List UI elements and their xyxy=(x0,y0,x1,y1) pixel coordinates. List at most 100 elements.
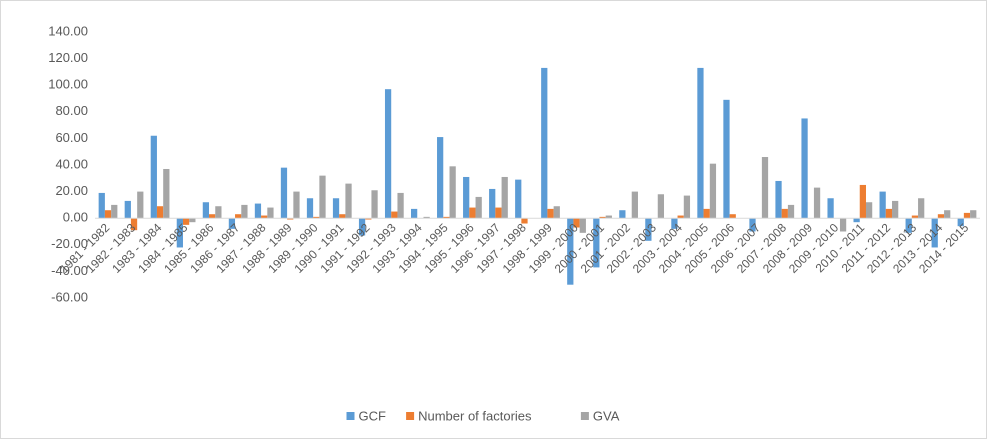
bar xyxy=(885,208,893,219)
bar xyxy=(521,218,528,224)
bar xyxy=(306,198,314,219)
bar xyxy=(729,214,736,219)
bar xyxy=(391,211,398,219)
bar xyxy=(410,208,418,219)
y-tick-label: 0.00 xyxy=(63,210,88,225)
bar xyxy=(957,218,964,227)
bar xyxy=(215,206,222,219)
y-tick-label: 60.00 xyxy=(55,130,88,145)
y-tick-label: 100.00 xyxy=(48,77,88,92)
bar xyxy=(371,190,378,219)
bar xyxy=(703,208,710,219)
bar xyxy=(501,176,508,219)
bar xyxy=(475,196,482,219)
bar xyxy=(235,214,242,219)
bar xyxy=(332,198,340,219)
y-tick-label: 140.00 xyxy=(48,23,88,38)
bar xyxy=(437,137,444,219)
bar xyxy=(775,180,782,219)
bar xyxy=(645,218,652,241)
bar xyxy=(761,157,769,219)
y-tick-label: 40.00 xyxy=(55,156,88,171)
bar xyxy=(228,218,236,229)
bar xyxy=(970,210,977,219)
bar xyxy=(677,215,684,219)
bar xyxy=(469,207,476,219)
bar xyxy=(911,215,919,219)
y-tick-label: -40.00 xyxy=(51,263,88,278)
bar xyxy=(593,218,600,268)
legend-label: GCF xyxy=(359,408,387,423)
bar xyxy=(723,99,730,219)
bar xyxy=(495,207,502,219)
bar xyxy=(931,218,938,248)
bar xyxy=(599,216,606,219)
bar xyxy=(345,183,352,219)
bar xyxy=(365,218,372,220)
y-tick-label: 120.00 xyxy=(48,50,88,65)
bar xyxy=(189,218,196,223)
bar xyxy=(657,194,665,219)
bar xyxy=(443,216,450,219)
bar xyxy=(241,204,248,219)
bar xyxy=(879,191,886,219)
bar xyxy=(892,200,899,219)
bar xyxy=(567,218,574,285)
bar xyxy=(209,214,216,219)
bar xyxy=(963,212,971,219)
legend-swatch xyxy=(406,412,415,420)
bar xyxy=(579,218,586,233)
bar xyxy=(339,214,346,219)
bar xyxy=(541,67,548,219)
bar xyxy=(111,204,118,219)
bar xyxy=(905,218,912,233)
y-tick-label: 80.00 xyxy=(55,103,88,118)
bar xyxy=(163,168,170,219)
bar xyxy=(384,89,392,219)
legend-swatch xyxy=(346,412,355,420)
bar xyxy=(319,175,326,219)
bar xyxy=(423,216,430,219)
bar xyxy=(801,118,808,219)
bar xyxy=(267,207,274,219)
bar xyxy=(573,218,580,228)
bar xyxy=(463,176,470,219)
bar xyxy=(749,218,756,232)
bar xyxy=(605,215,612,219)
bar xyxy=(547,208,554,219)
bar xyxy=(515,179,522,219)
bar xyxy=(937,214,945,219)
bar xyxy=(781,208,788,219)
bar xyxy=(839,218,847,232)
bar xyxy=(104,210,112,219)
bar xyxy=(449,166,456,219)
bar xyxy=(137,191,144,219)
bar xyxy=(859,184,866,219)
bar xyxy=(202,202,210,219)
bar xyxy=(697,67,704,219)
legend-swatch xyxy=(580,412,589,420)
bar xyxy=(944,210,951,219)
bar xyxy=(150,135,157,219)
legend-label: GVA xyxy=(593,408,620,423)
legend-label: Number of factories xyxy=(418,408,532,423)
bar xyxy=(261,215,268,219)
bar xyxy=(827,198,834,219)
bar xyxy=(865,202,873,219)
y-tick-label: 20.00 xyxy=(55,183,88,198)
bar xyxy=(397,192,404,219)
y-tick-label: -20.00 xyxy=(51,236,88,251)
bar xyxy=(853,218,860,223)
bar xyxy=(553,206,560,219)
y-tick-label: -60.00 xyxy=(51,289,88,304)
bar xyxy=(124,200,131,219)
bar xyxy=(182,218,190,225)
bar xyxy=(313,216,320,219)
bar xyxy=(787,204,795,219)
bar xyxy=(287,218,294,220)
bar xyxy=(619,210,626,219)
bar xyxy=(280,167,288,219)
bar xyxy=(709,163,717,219)
